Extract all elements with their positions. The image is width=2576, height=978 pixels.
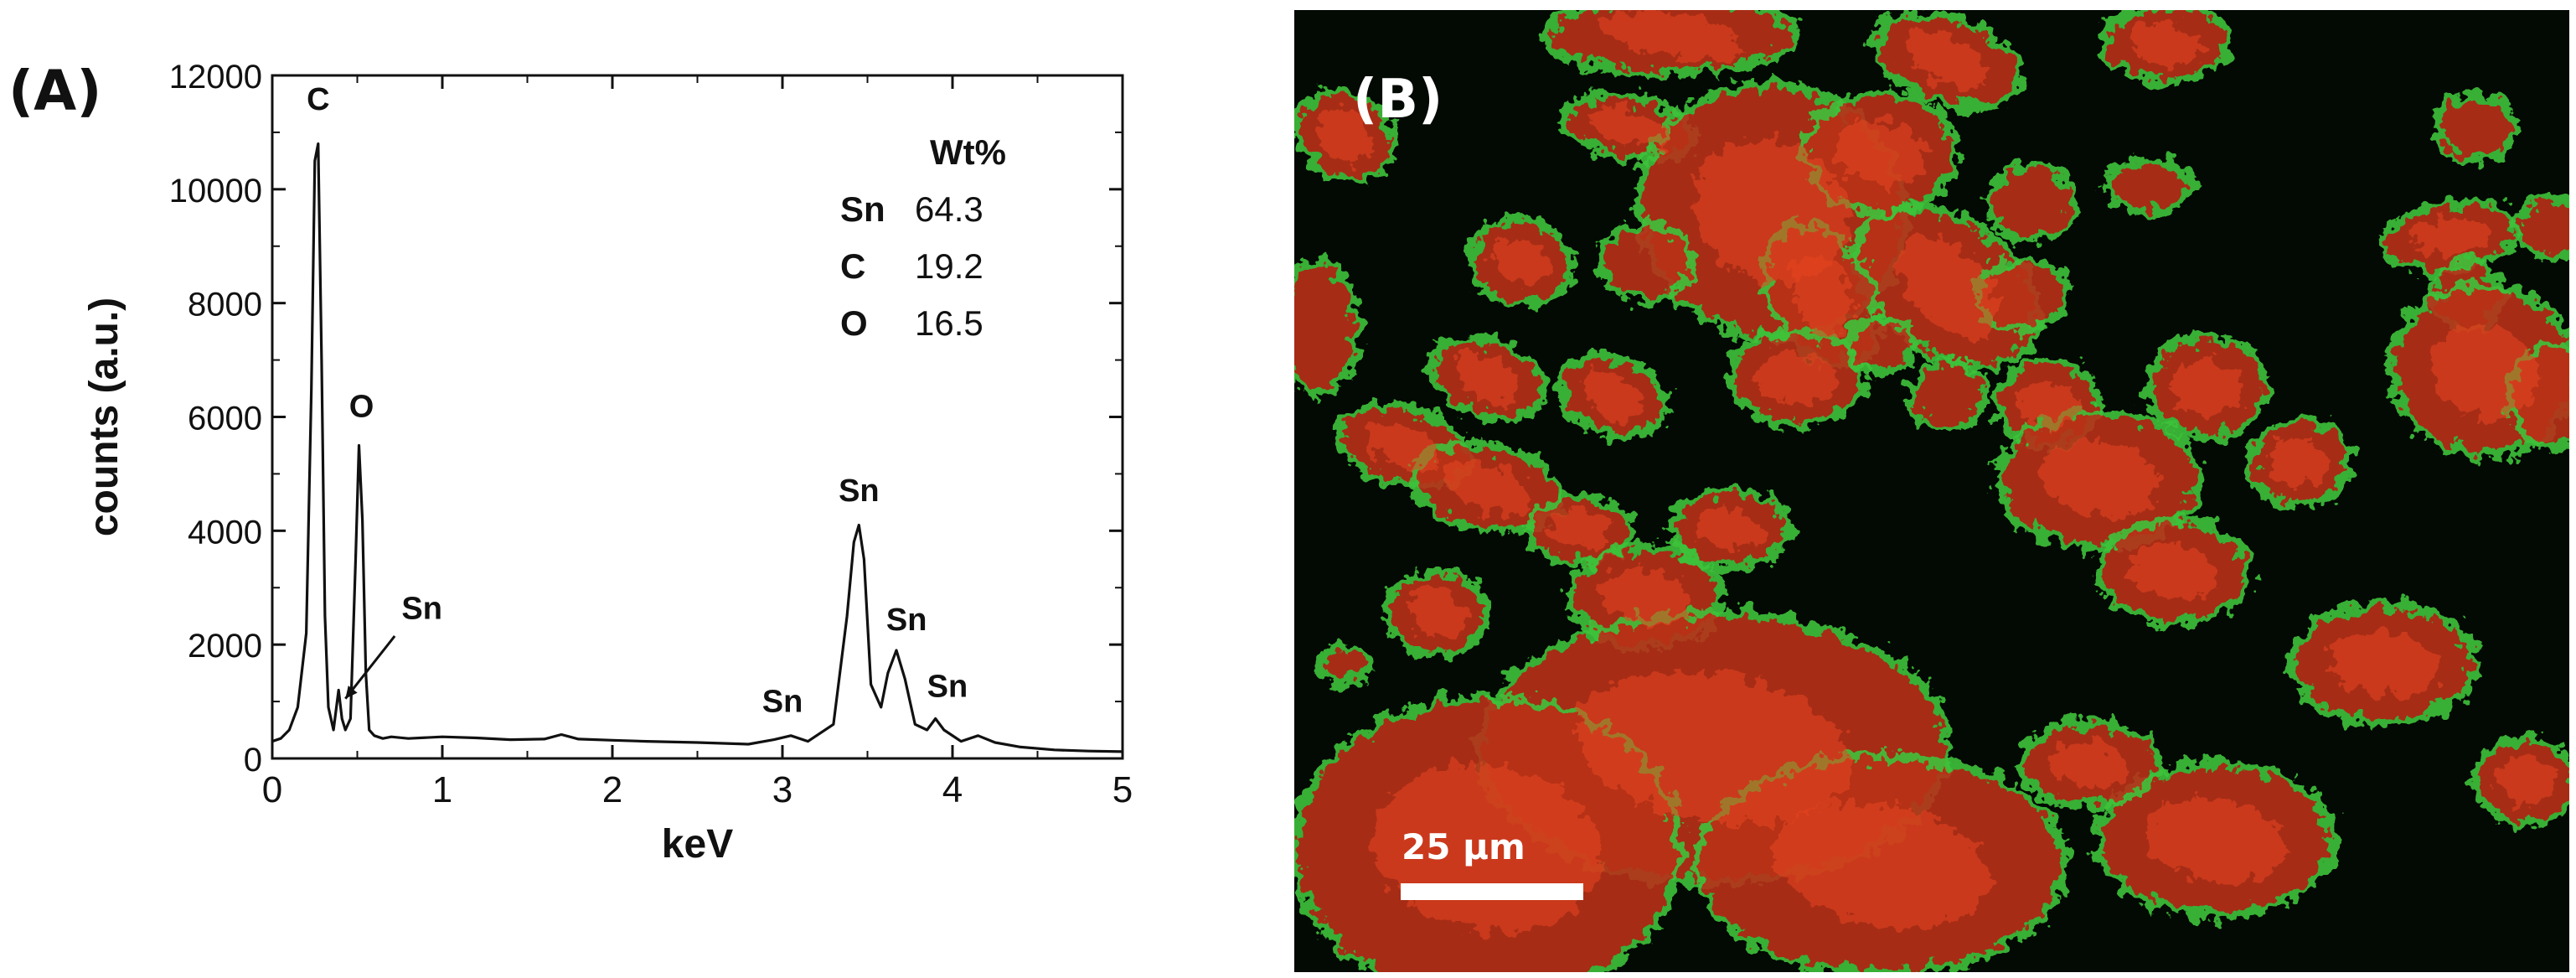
flake-highlight: [2050, 740, 2130, 789]
y-tick-label: 0: [244, 742, 262, 779]
flake-highlight: [2145, 797, 2286, 882]
wt-value: 19.2: [915, 246, 983, 286]
flake-highlight: [1597, 11, 1746, 60]
x-tick-label: 0: [262, 769, 282, 810]
flake-highlight: [1491, 236, 1550, 287]
peak-label: Sn: [927, 670, 968, 705]
micrograph-image: [1294, 10, 2569, 972]
flake-highlight: [2269, 439, 2330, 486]
flake-highlight: [2429, 323, 2538, 418]
y-tick-label: 4000: [188, 514, 262, 551]
peak-label: Sn: [839, 473, 880, 509]
flake-highlight: [1365, 420, 1441, 472]
wt-element: Sn: [840, 189, 885, 229]
annotation-arrow: [344, 635, 396, 700]
y-axis-label: counts (a.u.): [82, 298, 126, 536]
flake-highlight: [1591, 106, 1668, 148]
flake: [1985, 161, 2078, 245]
peak-label: Sn: [886, 603, 927, 638]
peak-label: O: [349, 390, 374, 425]
flake-highlight: [1317, 109, 1372, 163]
flake: [1596, 220, 1696, 303]
eds-spectrum-chart: 0 1 2 3 4 5 0 2000 4000 6000 8000 10000 12000 keV coun…: [82, 59, 1133, 867]
y-tick-label: 12000: [169, 59, 262, 96]
flake-highlight: [1897, 236, 1998, 337]
annotation-arrowhead: [345, 686, 358, 699]
flake-highlight: [2172, 359, 2243, 416]
panel-a-label: (A): [8, 59, 102, 123]
wt-value: 16.5: [915, 303, 983, 343]
flake-highlight: [1791, 251, 1853, 339]
scale-bar-label: 25 μm: [1402, 826, 1525, 867]
x-tick-label: 3: [772, 769, 792, 810]
x-tick-label: 2: [602, 769, 622, 810]
flake-highlight: [1407, 590, 1467, 637]
flake-highlight: [2018, 380, 2078, 427]
flake-highlight: [1454, 353, 1520, 405]
flake: [1906, 358, 1990, 433]
wt-table: Wt% Sn 64.3 C 19.2 O 16.5: [840, 132, 1006, 343]
spectrum-line: [271, 142, 1123, 753]
fluorescence-micrograph: (B) 25 μm: [1294, 10, 2569, 972]
flake-highlight: [1695, 508, 1765, 551]
flake: [2103, 157, 2195, 215]
flake-highlight: [1582, 371, 1643, 420]
flake: [1315, 643, 1374, 685]
flakes: [1294, 10, 2569, 972]
series-layer: [271, 142, 1123, 753]
wt-header: Wt%: [930, 132, 1006, 172]
flake-highlight: [1695, 137, 1849, 285]
peak-label: Sn: [401, 592, 442, 627]
flake-highlight: [1771, 802, 1990, 928]
flake-highlight: [1443, 461, 1531, 515]
flake-highlight: [2496, 758, 2556, 805]
flake: [1294, 257, 1361, 400]
wt-element: C: [840, 246, 865, 286]
flake-highlight: [1601, 568, 1691, 625]
x-tick-label: 5: [1112, 769, 1133, 810]
peak-label: Sn: [762, 684, 803, 719]
flake-highlight: [2328, 630, 2439, 697]
y-tick-label: 10000: [169, 173, 262, 210]
x-tick-label: 1: [432, 769, 452, 810]
scale-bar: [1401, 883, 1583, 900]
flake-highlight: [1549, 510, 1609, 549]
flake-highlight: [2129, 543, 2219, 600]
flake-highlight: [1835, 119, 1926, 186]
y-tick-label: 6000: [188, 401, 262, 437]
x-axis-label: keV: [662, 822, 733, 867]
plot-frame: [271, 74, 1124, 760]
axes: 0 1 2 3 4 5 0 2000 4000 6000 8000 10000 12000 keV coun…: [82, 59, 1133, 867]
y-tick-label: 2000: [188, 628, 262, 665]
x-tick-label: 4: [942, 769, 963, 810]
wt-value: 64.3: [915, 189, 983, 229]
flake-highlight: [2038, 441, 2159, 518]
flake-highlight: [2128, 22, 2203, 65]
flake-highlight: [1907, 29, 1989, 91]
wt-element: O: [840, 303, 868, 343]
panel-b-label: (B): [1353, 69, 1443, 131]
peak-label: C: [307, 82, 329, 117]
flake-highlight: [2410, 218, 2491, 255]
flake: [2513, 194, 2569, 261]
flake-highlight: [1573, 670, 1853, 825]
flake: [1843, 316, 1918, 375]
flake: [2434, 90, 2517, 165]
flake-highlight: [1757, 353, 1837, 405]
y-tick-label: 8000: [188, 287, 262, 323]
